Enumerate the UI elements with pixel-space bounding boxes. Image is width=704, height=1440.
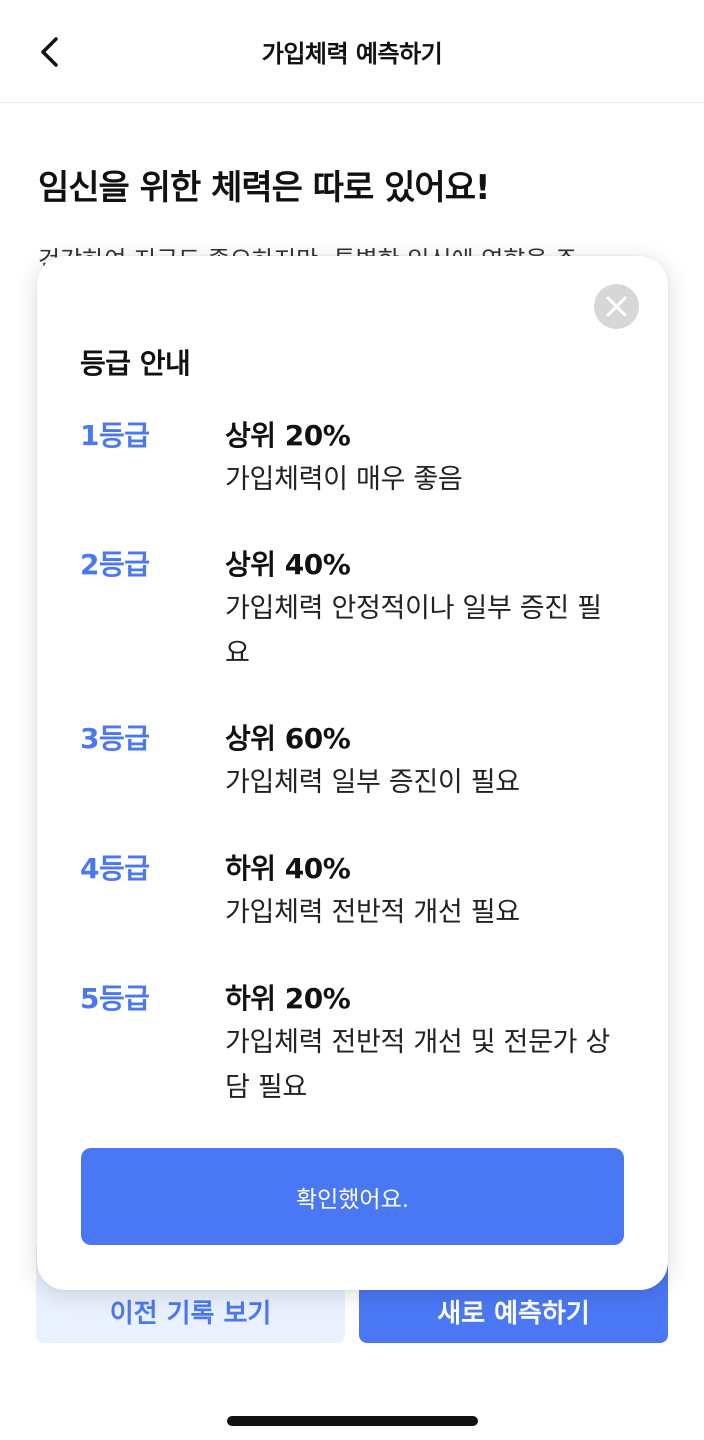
grade-description: 가입체력이 매우 좋음 [225,464,463,495]
grade-rank: 상위 20% [225,419,351,452]
app-header: 가입체력 예측하기 [0,0,704,103]
back-button[interactable] [32,30,72,74]
grade-description: 가입체력 일부 증진이 필요 [225,767,520,798]
modal-title: 등급 안내 [80,347,191,380]
grade-label: 5등급 [80,982,150,1015]
grade-label: 3등급 [80,722,150,755]
grade-label: 2등급 [80,548,150,581]
history-button-label: 이전 기록 보기 [109,1299,272,1329]
grade-rank: 하위 40% [225,852,351,885]
grade-description: 가입체력 전반적 개선 및 전문가 상담 필요 [225,1027,610,1103]
confirm-button[interactable]: 확인했어요. [81,1148,624,1245]
grade-label: 4등급 [80,852,150,885]
page-title: 가입체력 예측하기 [261,40,443,68]
headline: 임신을 위한 체력은 따로 있어요! [38,168,490,208]
grade-info-modal: 등급 안내 1등급 상위 20% 가입체력이 매우 좋음 2등급 상위 40% … [37,256,668,1290]
home-indicator [227,1416,478,1426]
predict-button-label: 새로 예측하기 [437,1299,590,1329]
chevron-left-icon [41,37,58,67]
grade-rank: 하위 20% [225,982,351,1015]
grade-rank: 상위 40% [225,548,351,581]
grade-description: 가입체력 전반적 개선 필요 [225,897,520,928]
grade-label: 1등급 [80,419,150,452]
grade-description: 가입체력 안정적이나 일부 증진 필요 [225,593,602,669]
confirm-button-label: 확인했어요. [295,1186,410,1213]
close-button[interactable] [594,284,639,329]
close-icon [606,296,627,317]
grade-rank: 상위 60% [225,722,351,755]
